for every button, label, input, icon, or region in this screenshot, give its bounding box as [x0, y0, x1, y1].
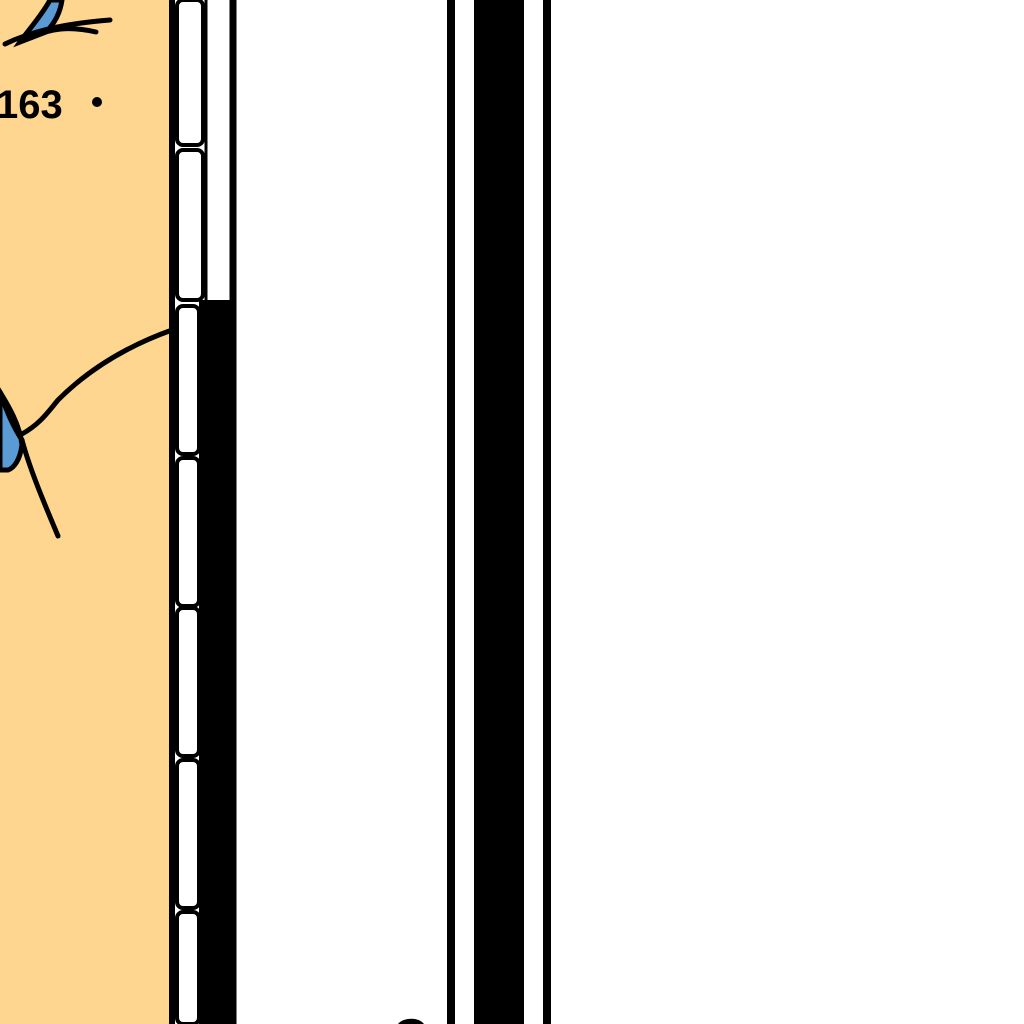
map-frame-scale-bar [169, 0, 237, 1024]
border-line-thin-1 [447, 0, 455, 1024]
map-margin-borders [447, 0, 551, 1024]
scale-bar-black-segment [199, 300, 231, 1024]
stream-lines [0, 17, 175, 539]
scale-bar-white-top-strip [206, 0, 228, 300]
land-area [0, 0, 172, 1024]
scale-bar-white-segments [175, 0, 205, 1024]
bottom-mark [398, 1018, 424, 1024]
border-line-thin-2 [543, 0, 551, 1024]
elevation-label: 163 [0, 83, 63, 127]
border-line-thick [474, 0, 524, 1024]
elevation-dot-icon [92, 97, 102, 107]
